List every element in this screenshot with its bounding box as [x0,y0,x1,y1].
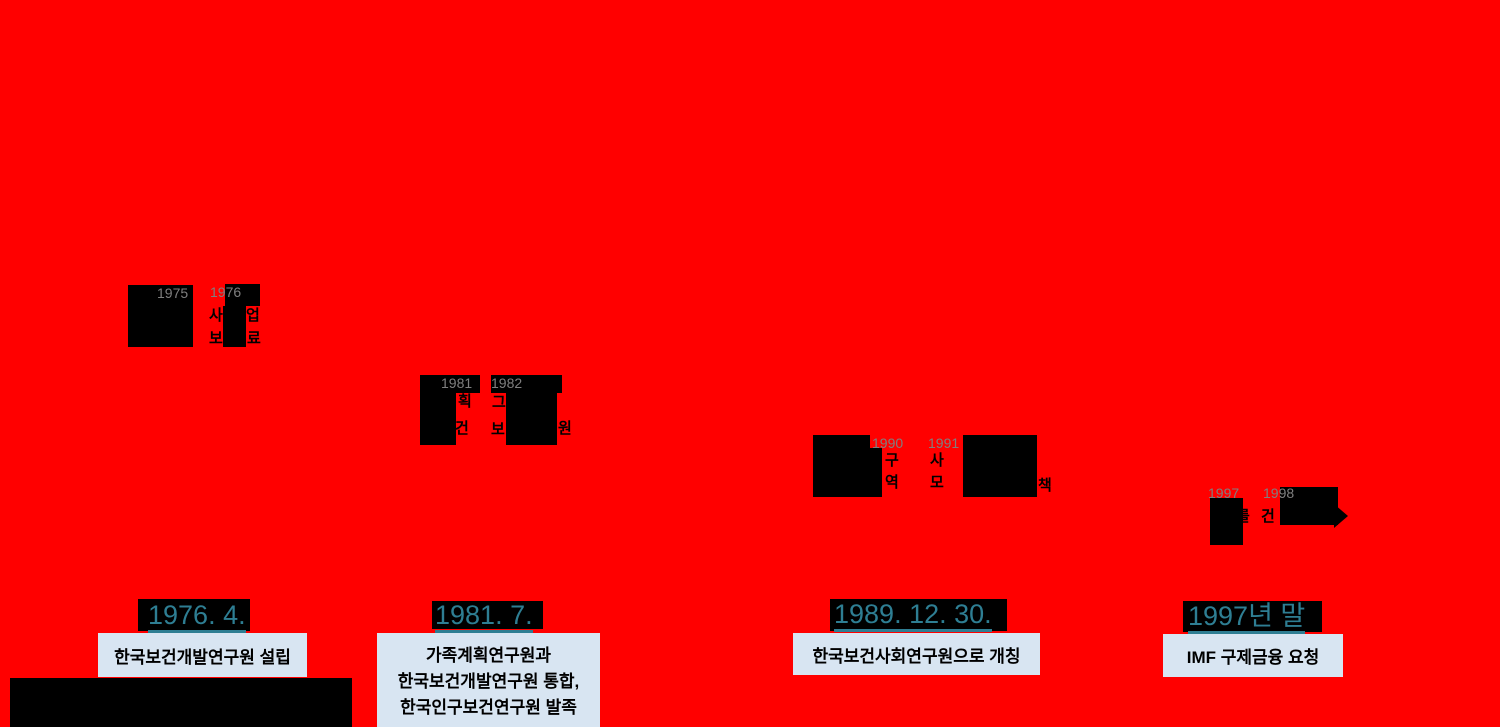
redaction-caption-1990 [813,448,882,497]
caption-fragment: 사 [930,452,944,469]
redacted-photo-1975 [128,285,193,347]
caption-fragment: 획 [458,393,472,410]
caption-fragment: 그 [492,394,506,411]
caption-fragment: 보 [209,330,223,347]
redaction-caption-1981 [420,393,456,445]
milestone-date-1976-4: 1976. 4. [148,602,246,633]
year-label-1982: 1982 [491,375,523,391]
date-highlight [830,599,1007,631]
caption-fragment: 책 [1038,477,1052,494]
milestone-date-1989-12-30: 1989. 12. 30. [834,601,992,632]
milestone-label-box: IMF 구제금융 요청 [1163,634,1343,677]
year-label-1991: 1991 [928,435,960,451]
year-label-1975: 1975 [157,285,189,301]
milestone-label-text: 한국인구보건연구원 발족 [400,698,577,717]
date-highlight [1183,601,1322,632]
year-label-1976: 1976 [210,284,242,300]
caption-fragment: 건 [1261,508,1275,525]
date-highlight [138,599,250,631]
milestone-label-box: 가족계획연구원과 한국보건개발연구원 통합, 한국인구보건연구원 발족 [377,633,600,727]
milestone-date-1981-7: 1981. 7. [435,602,533,633]
redaction-caption-1976 [223,306,246,347]
year-label-1981: 1981 [441,375,473,391]
milestone-label-text: 한국보건개발연구원 설립 [114,647,291,667]
caption-fragment: 건 [455,420,469,437]
milestone-label-text: IMF 구제금융 요청 [1186,648,1320,667]
caption-fragment: 보 [491,421,505,438]
milestone-label-text: 가족계획연구원과 [425,646,552,665]
caption-fragment: 원 [558,420,572,437]
caption-fragment: 구 [885,452,899,469]
milestone-label-box: 한국보건개발연구원 설립 [98,633,307,677]
year-label-1998: 1998 [1263,485,1295,501]
milestone-date-1997-end: 1997년 말 [1188,603,1306,634]
redaction-caption-1982 [506,393,557,445]
milestone-label-box: 한국보건사회연구원으로 개칭 [793,633,1040,675]
redaction-box-bottom-left [10,678,352,727]
redacted-photo-1998 [1280,487,1338,525]
year-label-1997: 1997 [1208,485,1240,501]
year-label-1990: 1990 [872,435,904,451]
caption-fragment: 모 [930,474,944,491]
right-arrow-icon [1334,504,1348,528]
redacted-photo-1991 [963,435,1037,497]
caption-fragment: 업 [246,307,260,324]
caption-fragment: 역 [885,474,899,491]
redacted-photo-1981 [420,375,480,393]
redacted-photo-1997 [1210,498,1243,545]
caption-fragment: 사 [209,307,223,324]
milestone-label-text: 한국보건개발연구원 통합, [397,672,580,691]
date-highlight [432,601,543,629]
caption-fragment: 료 [247,330,261,347]
redacted-photo-1982 [491,375,562,393]
milestone-label-text: 한국보건사회연구원으로 개칭 [812,646,1021,666]
redacted-photo-1976 [225,284,260,306]
